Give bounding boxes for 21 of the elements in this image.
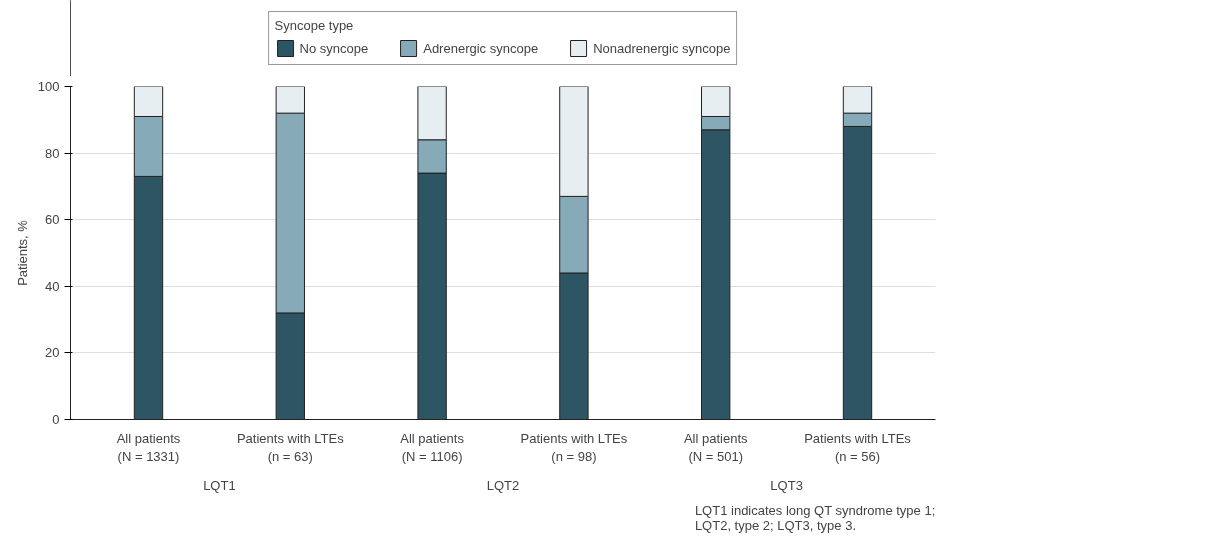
legend-title: Syncope type	[274, 18, 355, 33]
x-tick-label: Patients with LTEs (n = 56)	[804, 430, 912, 464]
y-tick-label: 80	[45, 145, 60, 161]
text: LQT1 indicates long QT syndrome type 1; LQT2, type 2; LQT3, type 3.	[694, 502, 936, 533]
text: LQT1	[203, 477, 236, 493]
text: LQT2	[486, 477, 520, 493]
y-tick-label: 40	[45, 278, 60, 294]
legend-label: Nonadrenergic syncope	[593, 40, 731, 56]
x-tick-label: Patients with LTEs (n = 98)	[520, 430, 628, 464]
x-tick-label: All patients (N = 1106)	[400, 430, 465, 464]
legend-label: No syncope	[299, 40, 369, 56]
x-tick-label: Patients with LTEs (n = 63)	[236, 430, 345, 464]
x-tick-label: All patients (N = 1331)	[116, 430, 181, 464]
y-tick-label: 0	[52, 412, 60, 427]
x-tick-label: All patients (N = 501)	[683, 430, 748, 464]
y-axis-title: Patients, %	[14, 219, 30, 286]
legend-label: Adrenergic syncope	[423, 40, 539, 56]
y-tick-label: 20	[45, 345, 60, 361]
text: LQT3	[770, 477, 803, 493]
y-tick-label: 60	[45, 212, 60, 228]
y-tick-label: 100	[37, 79, 60, 94]
